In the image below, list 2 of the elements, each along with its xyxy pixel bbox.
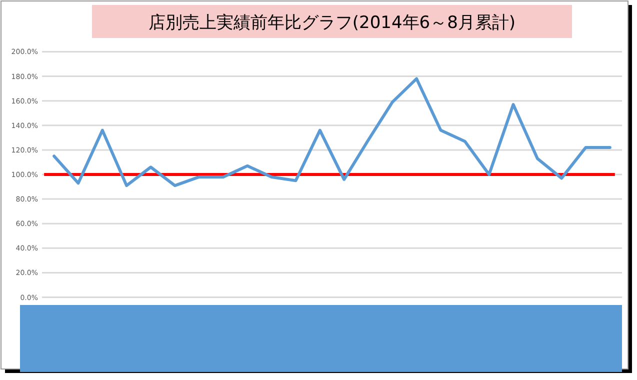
chart-title: 店別売上実績前年比グラフ(2014年6～8月累計) [148, 13, 516, 33]
line-series [52, 77, 612, 188]
